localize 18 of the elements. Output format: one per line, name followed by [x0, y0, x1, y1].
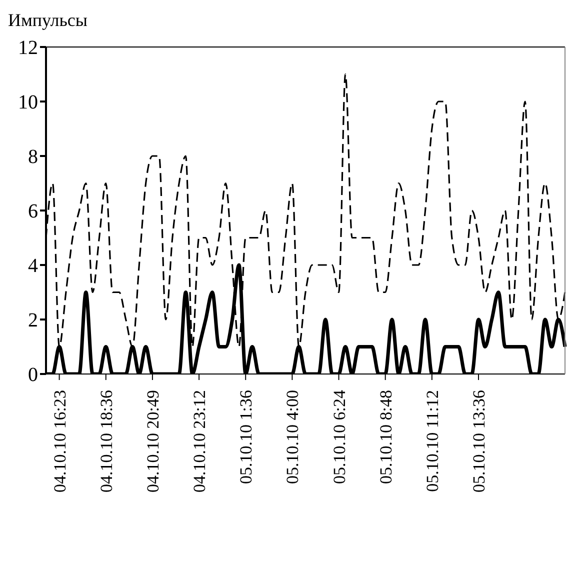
x-tick-label: 05.10.10 1:36 — [236, 390, 256, 484]
x-tick-label: 04.10.10 18:36 — [96, 390, 116, 492]
y-tick-label: 2 — [28, 310, 38, 332]
y-tick-label: 0 — [28, 364, 38, 386]
x-tick-label: 05.10.10 6:24 — [330, 390, 349, 484]
x-tick-label: 05.10.10 13:36 — [470, 390, 488, 492]
x-tick-label: 05.10.10 8:48 — [376, 390, 396, 484]
y-tick-label: 6 — [28, 200, 38, 223]
x-tick-label: 04.10.10 16:23 — [50, 390, 70, 492]
x-tick-label: 05.10.10 11:12 — [422, 390, 442, 492]
x-tick-label: 04.10.10 20:49 — [143, 390, 162, 492]
x-tick-label: 04.10.10 23:12 — [190, 390, 210, 492]
y-tick-label: 12 — [18, 37, 38, 60]
x-tick-label: 05.10.10 4:00 — [283, 390, 302, 484]
y-tick-label: 4 — [28, 255, 38, 278]
y-tick-label: 10 — [18, 92, 38, 114]
y-tick-label: 8 — [28, 146, 38, 168]
y-axis-title: Импульсы — [8, 10, 88, 31]
